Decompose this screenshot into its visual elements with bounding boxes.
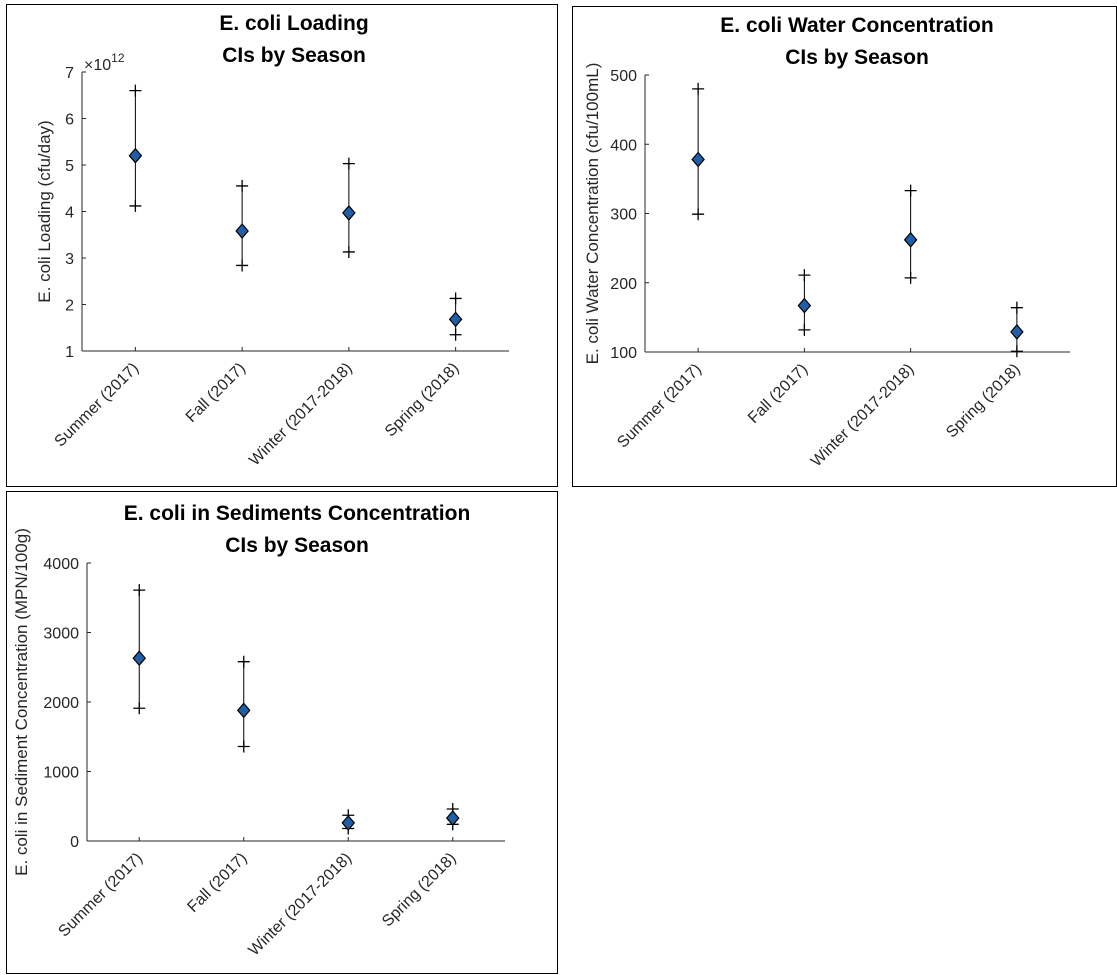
y-tick-label: 300 — [610, 207, 637, 224]
water-concentration-chart: E. coli Water Concentration CIs by Season… — [583, 14, 1070, 470]
x-tick-label: Spring (2018) — [379, 850, 460, 931]
ci-lower-marker — [1010, 345, 1023, 358]
estimate-point — [445, 810, 460, 826]
chart-title-line-1: E. coli in Sediments Concentration — [124, 502, 471, 525]
ci-upper-marker — [342, 157, 355, 170]
x-tick-label: Summer (2017) — [52, 360, 143, 451]
ci-lower-marker — [342, 245, 355, 258]
ci-upper-marker — [692, 82, 705, 95]
estimate-point — [235, 223, 249, 239]
y-tick-label: 100 — [610, 345, 637, 362]
ci-upper-marker — [798, 269, 811, 282]
y-tick-label: 3000 — [43, 626, 79, 643]
y-axis-label: E. coli Water Concentration (cfu/100mL) — [583, 63, 602, 365]
water-concentration-chart-panel: E. coli Water Concentration CIs by Season… — [572, 6, 1117, 487]
estimate-point — [342, 204, 356, 221]
y-tick-label: 400 — [610, 137, 637, 154]
y-tick-label: 1 — [65, 344, 74, 361]
chart-title-line-1: E. coli Loading — [219, 12, 368, 35]
x-tick-label: Spring (2018) — [943, 361, 1024, 442]
ci-upper-marker — [129, 84, 142, 97]
estimate-point — [691, 151, 705, 168]
x-tick-label: Fall (2017) — [745, 361, 811, 427]
y-tick-label: 7 — [65, 65, 74, 82]
x-tick-label: Winter (2017-2018) — [808, 361, 917, 470]
x-tick-label: Winter (2017-2018) — [246, 850, 355, 959]
estimate-point — [797, 297, 812, 314]
y-axis-label: E. coli in Sediment Concentration (MPN/1… — [12, 528, 31, 876]
x-tick-label: Winter (2017-2018) — [246, 360, 355, 469]
estimate-point — [236, 702, 251, 719]
ci-upper-marker — [236, 179, 249, 192]
y-tick-label: 200 — [610, 276, 637, 293]
ci-lower-marker — [904, 271, 917, 284]
chart-title-line-2: CIs by Season — [785, 46, 929, 69]
chart-title-line-2: CIs by Season — [225, 534, 369, 557]
y-tick-label: 2 — [65, 298, 74, 315]
ci-upper-marker — [1010, 301, 1023, 314]
y-exponent-base: ×10 — [84, 57, 111, 74]
estimate-point — [132, 650, 147, 667]
chart-title-line-2: CIs by Season — [222, 44, 366, 67]
estimate-point — [448, 311, 463, 328]
chart-title-line-1: E. coli Water Concentration — [720, 14, 993, 37]
y-tick-label: 5 — [65, 158, 74, 175]
x-tick-label: Summer (2017) — [55, 850, 146, 941]
y-axis-label: E. coli Loading (cfu/day) — [35, 120, 54, 302]
y-exponent-power: 12 — [111, 51, 125, 65]
y-tick-label: 4 — [65, 205, 74, 222]
x-tick-label: Summer (2017) — [614, 361, 705, 452]
y-tick-label: 500 — [610, 68, 637, 85]
estimate-point — [1010, 323, 1024, 340]
ci-lower-marker — [798, 323, 811, 336]
y-tick-label: 1000 — [43, 765, 79, 782]
sediment-concentration-chart-panel: E. coli in Sediments Concentration CIs by… — [6, 491, 558, 974]
x-tick-label: Fall (2017) — [184, 850, 250, 916]
sediment-concentration-chart: E. coli in Sediments Concentration CIs by… — [12, 502, 505, 959]
y-tick-label: 3 — [65, 251, 74, 268]
x-tick-label: Fall (2017) — [183, 360, 249, 426]
ci-lower-marker — [133, 702, 146, 715]
estimate-point — [128, 147, 143, 164]
ci-lower-marker — [129, 199, 142, 212]
ci-upper-marker — [237, 655, 250, 668]
y-exponent-label: ×1012 — [84, 51, 125, 74]
loading-chart-panel: E. coli Loading CIs by Season 1 2 3 4 5 6 7 ×1012… — [6, 4, 558, 487]
y-tick-label: 6 — [65, 112, 74, 129]
y-tick-label: 2000 — [43, 695, 79, 712]
estimate-point — [903, 231, 918, 248]
estimate-point — [341, 815, 356, 831]
ci-upper-marker — [449, 292, 462, 305]
x-tick-label: Spring (2018) — [382, 360, 463, 441]
ci-lower-marker — [237, 740, 250, 753]
ci-upper-marker — [133, 584, 146, 597]
ci-lower-marker — [236, 259, 249, 272]
ci-lower-marker — [692, 208, 705, 221]
y-tick-label: 4000 — [43, 556, 79, 573]
y-tick-label: 0 — [70, 834, 79, 851]
ci-upper-marker — [904, 184, 917, 197]
ci-lower-marker — [449, 328, 462, 341]
